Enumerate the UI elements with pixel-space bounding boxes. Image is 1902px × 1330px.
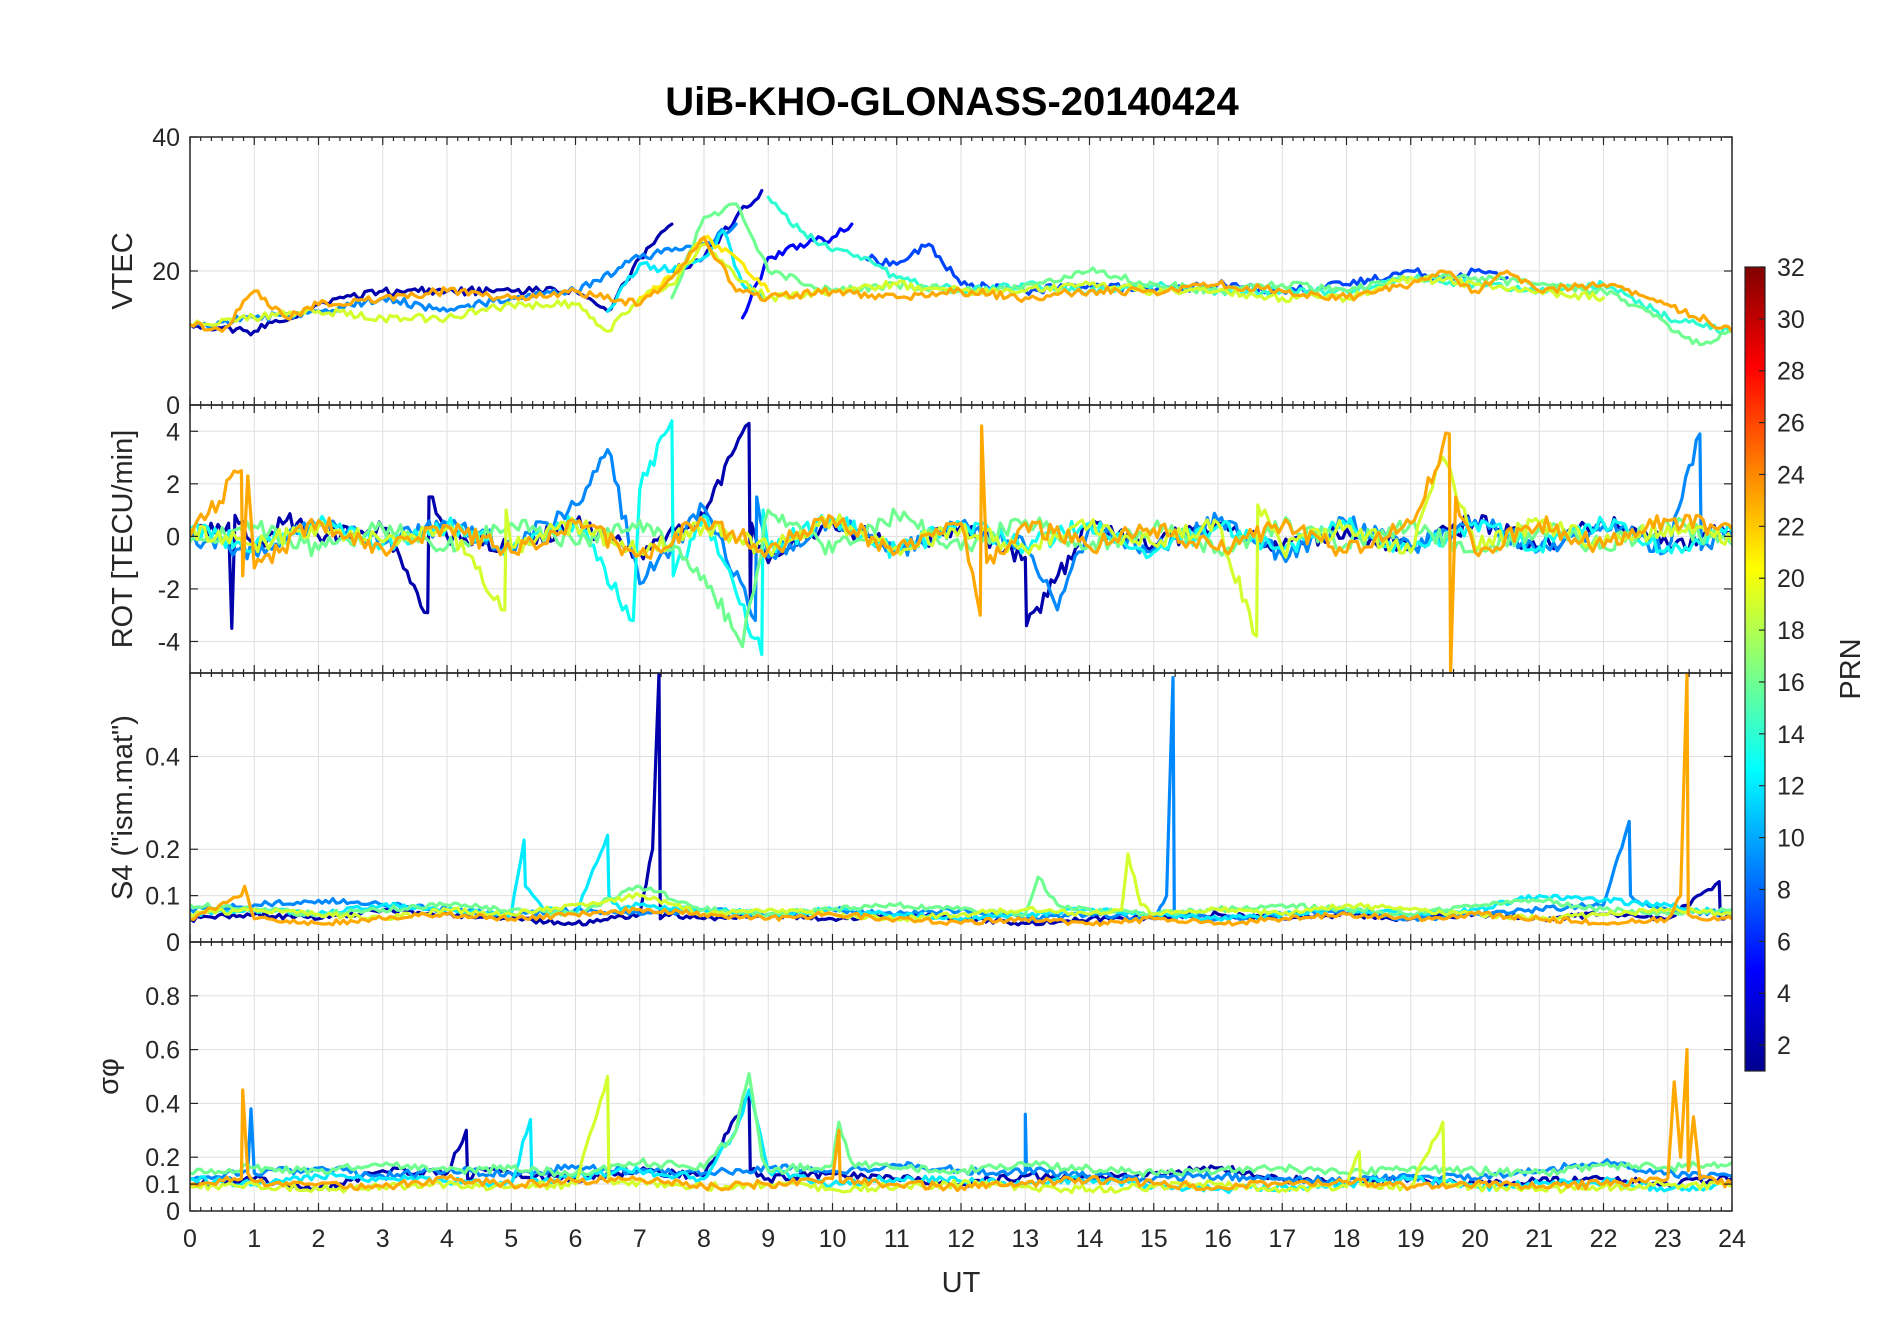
y-tick-label: 4 — [166, 418, 180, 446]
sigma-phi-ylabel: σφ — [93, 1058, 125, 1095]
colorbar-tick-label: 10 — [1777, 825, 1805, 853]
y-tick-label: -4 — [158, 628, 180, 656]
series-line-prn-23 — [190, 673, 1732, 927]
x-tick-label: 12 — [947, 1225, 975, 1253]
x-tick-label: 21 — [1525, 1225, 1553, 1253]
rot-ylabel: ROT [TECU/min] — [107, 430, 139, 649]
series-line-prn-23 — [190, 424, 1732, 673]
sigma-phi-ticks: 00.10.2 0.4 0.6 0.8 — [145, 942, 1733, 1226]
y-tick-label: 0 — [166, 929, 180, 957]
colorbar-tick-label: 32 — [1777, 254, 1805, 282]
x-tick-label: 17 — [1268, 1225, 1296, 1253]
vtec-ylabel: VTEC — [107, 232, 139, 309]
series-line-prn-9 — [190, 222, 738, 329]
s4-panel: 0 0.1 0.2 0.4 S4 ("ism.mat") — [107, 672, 1733, 957]
s4-ylabel: S4 ("ism.mat") — [107, 715, 139, 900]
colorbar-tick-label: 30 — [1777, 306, 1805, 334]
x-tick-label: 7 — [633, 1225, 647, 1253]
rot-plot-area — [190, 419, 1732, 673]
y-tick-label: 0 — [166, 1198, 180, 1226]
x-tick-label: 8 — [697, 1225, 711, 1253]
y-tick-label: 0 — [166, 392, 180, 420]
series-line-prn-23 — [190, 235, 1732, 333]
x-tick-label: 14 — [1076, 1225, 1104, 1253]
colorbar-gradient — [1744, 266, 1766, 1072]
colorbar-tick-label: 22 — [1777, 513, 1805, 541]
y-tick-label: 0.4 — [145, 1090, 180, 1118]
colorbar-tick-label: 20 — [1777, 565, 1805, 593]
series-line-prn-16 — [670, 202, 1732, 347]
colorbar-tick-label: 12 — [1777, 773, 1805, 801]
x-tick-label: 16 — [1204, 1225, 1232, 1253]
y-tick-label: 0.6 — [145, 1037, 180, 1065]
y-tick-label: 2 — [166, 471, 180, 499]
colorbar-tick-label: 18 — [1777, 617, 1805, 645]
x-tick-label: 1 — [247, 1225, 261, 1253]
s4-ticks: 0 0.1 0.2 0.4 — [145, 673, 1733, 957]
rot-panel: -4 -2 0 2 4 ROT [TECU/min] — [107, 404, 1733, 674]
vtec-grid — [189, 136, 1733, 406]
y-tick-label: 0.2 — [145, 836, 180, 864]
x-tick-label: 24 — [1718, 1225, 1746, 1253]
x-axis-tick-labels: 0 1 2 3 4 5 6 7 8 9 10 11 12 13 14 15 16 17 18 19 20 21 22 23 24 — [183, 1225, 1746, 1253]
x-axis-label: UT — [942, 1267, 981, 1299]
series-line-prn-16 — [190, 875, 1732, 919]
vtec-plot-area — [190, 189, 1732, 347]
x-tick-label: 0 — [183, 1225, 197, 1253]
colorbar-label: PRN — [1835, 638, 1867, 699]
x-tick-label: 19 — [1397, 1225, 1425, 1253]
y-tick-label: 0 — [166, 523, 180, 551]
x-tick-label: 3 — [376, 1225, 390, 1253]
series-line-prn-23 — [190, 1047, 1732, 1193]
x-tick-label: 2 — [312, 1225, 326, 1253]
y-tick-label: 0.1 — [145, 1171, 180, 1199]
x-tick-label: 6 — [569, 1225, 583, 1253]
series-line-prn-14 — [766, 195, 1732, 335]
vtec-panel: 0 20 40 VTEC — [107, 124, 1733, 420]
colorbar-tick-label: 16 — [1777, 669, 1805, 697]
series-line-prn-5 — [740, 222, 854, 320]
y-tick-label: 0.1 — [145, 883, 180, 911]
rot-grid — [189, 405, 1733, 673]
series-line-prn-16 — [190, 1072, 1732, 1178]
x-tick-label: 18 — [1333, 1225, 1361, 1253]
colorbar-tick-label: 14 — [1777, 721, 1805, 749]
y-tick-label: -2 — [158, 576, 180, 604]
x-tick-label: 22 — [1590, 1225, 1618, 1253]
colorbar-tick-label: 8 — [1777, 876, 1791, 904]
y-tick-label: 40 — [152, 124, 180, 152]
colorbar-tick-label: 4 — [1777, 980, 1791, 1008]
x-tick-label: 9 — [761, 1225, 775, 1253]
series-line-prn-19 — [190, 242, 1606, 333]
y-tick-label: 20 — [152, 258, 180, 286]
y-tick-label: 0.4 — [145, 743, 180, 771]
x-tick-label: 13 — [1011, 1225, 1039, 1253]
y-tick-label: 0.2 — [145, 1144, 180, 1172]
x-tick-label: 15 — [1140, 1225, 1168, 1253]
colorbar-tick-label: 2 — [1777, 1032, 1791, 1060]
colorbar-tick-label: 24 — [1777, 461, 1805, 489]
figure-title: UiB-KHO-GLONASS-20140424 — [665, 80, 1239, 124]
x-tick-label: 11 — [884, 1225, 910, 1253]
x-tick-label: 20 — [1461, 1225, 1489, 1253]
x-tick-label: 5 — [504, 1225, 518, 1253]
colorbar-tick-label: 28 — [1777, 358, 1805, 386]
x-tick-label: 10 — [819, 1225, 847, 1253]
s4-plot-area — [190, 673, 1732, 927]
sigma-phi-panel: 00.10.2 0.4 0.6 0.8 σφ — [93, 941, 1733, 1226]
colorbar-tick-label: 6 — [1777, 928, 1791, 956]
y-tick-label: 0.8 — [145, 983, 180, 1011]
sigma-phi-plot-area — [190, 1047, 1732, 1195]
x-tick-label: 23 — [1654, 1225, 1682, 1253]
x-tick-label: 4 — [440, 1225, 454, 1253]
colorbar-tick-label: 26 — [1777, 410, 1805, 438]
rot-ticks: -4 -2 0 2 4 — [158, 405, 1733, 673]
